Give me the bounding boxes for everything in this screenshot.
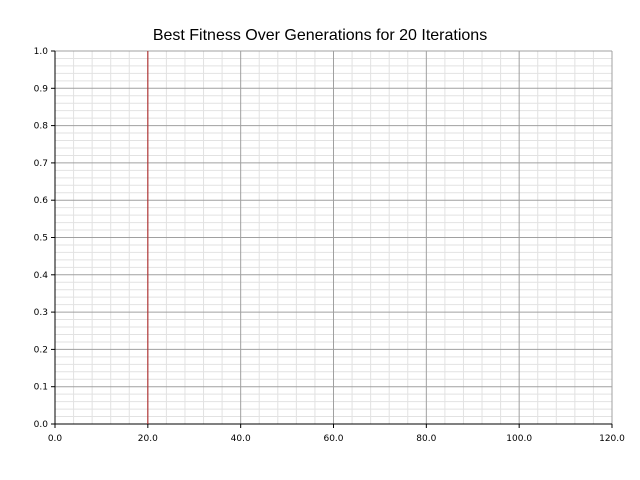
x-tick-label: 100.0 <box>506 434 532 444</box>
y-tick-label: 0.9 <box>34 84 49 94</box>
x-tick-label: 0.0 <box>48 434 63 444</box>
ticks: 0.0 20.0 40.0 60.0 80.0 100.0 120.0 0.0 0.1 0.2 0.… <box>34 47 625 444</box>
y-tick-label: 1.0 <box>34 47 49 57</box>
y-tick-label: 0.8 <box>34 122 49 132</box>
major-grid <box>54 50 613 425</box>
x-tick-label: 20.0 <box>138 434 158 444</box>
x-tick-label: 120.0 <box>599 434 625 444</box>
y-tick-label: 0.1 <box>34 383 48 393</box>
y-tick-label: 0.7 <box>34 159 48 169</box>
y-tick-label: 0.5 <box>34 234 48 244</box>
x-tick-label: 60.0 <box>323 434 343 444</box>
y-tick-label: 0.6 <box>34 196 49 206</box>
chart-title: Best Fitness Over Generations for 20 Ite… <box>152 27 488 44</box>
y-tick-label: 0.2 <box>34 345 48 355</box>
y-tick-label: 0.0 <box>34 420 49 430</box>
x-tick-label: 80.0 <box>416 434 436 444</box>
x-tick-label: 40.0 <box>231 434 251 444</box>
y-tick-label: 0.3 <box>34 308 48 318</box>
y-tick-label: 0.4 <box>34 271 49 281</box>
